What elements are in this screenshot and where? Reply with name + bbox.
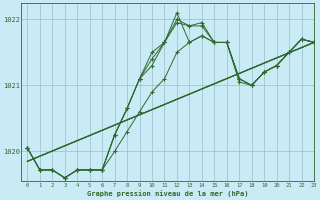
X-axis label: Graphe pression niveau de la mer (hPa): Graphe pression niveau de la mer (hPa) — [87, 190, 248, 197]
